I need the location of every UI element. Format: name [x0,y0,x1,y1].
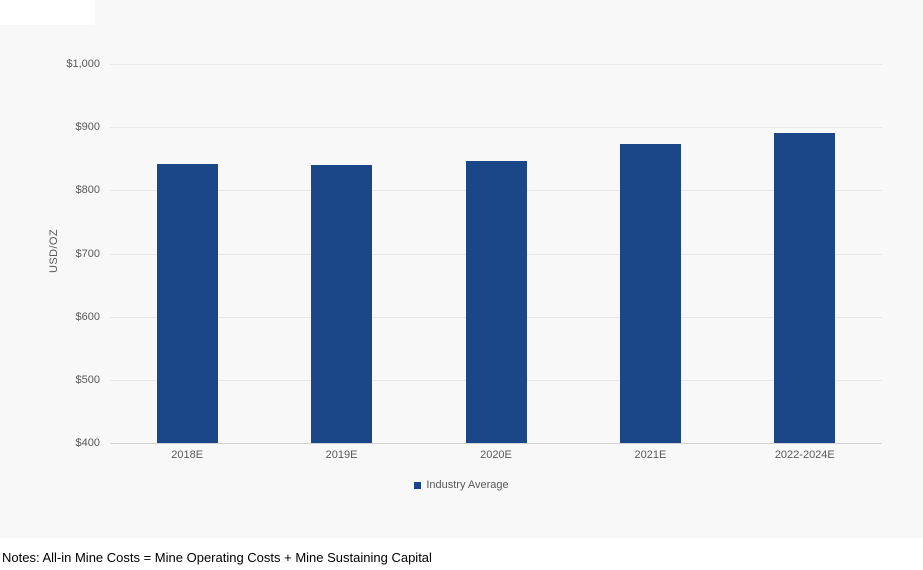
notes-text: Notes: All-in Mine Costs = Mine Operatin… [2,550,432,565]
bar-2022-2024e [774,133,836,443]
bar-2019e [311,165,373,443]
y-tick-label-800: $800 [75,184,100,197]
top-left-white-patch [0,0,95,25]
y-tick-label-1000: $1,000 [66,58,100,70]
y-tick-label-600: $600 [75,310,100,323]
bar-2020e [465,161,527,443]
x-axis-label-2021e: 2021E [634,449,667,461]
x-axis-label-2019e: 2019E [325,449,358,461]
legend-label: Industry Average [426,479,509,491]
x-axis-labels: 2018E 2019E 2020E 2021E 2022-2024E [110,449,882,465]
x-axis-label-2018e: 2018E [171,449,204,461]
gridline-900 [110,127,882,129]
y-tick-label-400: $400 [75,437,100,449]
x-axis-label-2020e: 2020E [480,449,512,461]
notes-strip: Notes: All-in Mine Costs = Mine Operatin… [0,538,923,570]
legend-marker-icon [414,481,422,489]
plot-area [110,64,882,444]
bar-2018e [156,163,218,443]
y-tick-label-700: $700 [75,247,100,260]
bar-2021e [619,144,681,443]
y-tick-label-500: $500 [75,373,100,386]
y-tick-label-900: $900 [75,121,100,134]
gridline-400 [110,443,882,444]
x-axis-label-2022-2024e: 2022-2024E [774,449,835,461]
legend: Industry Average [0,479,923,491]
gridline-1000 [110,64,882,65]
